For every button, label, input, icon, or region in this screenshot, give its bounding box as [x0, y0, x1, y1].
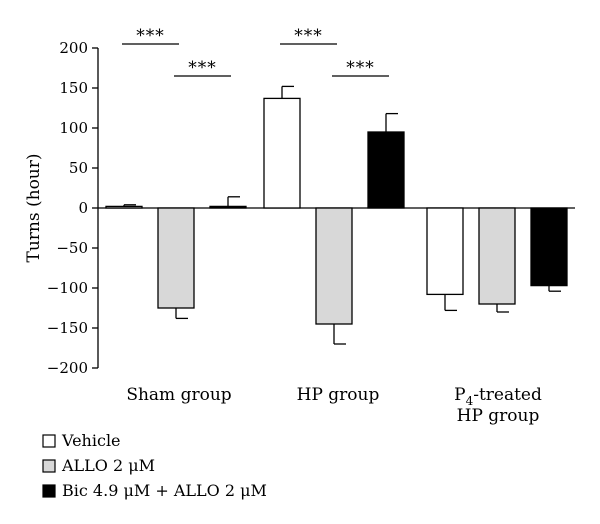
bar-2-1 [157, 207, 195, 309]
significance-label: *** [136, 26, 165, 46]
y-tick-label: −50 [56, 239, 88, 257]
category-label-subscript: 4 [466, 394, 474, 408]
bar-3-2 [367, 131, 405, 209]
bar-1-3 [426, 207, 464, 296]
bar-3-3 [530, 207, 568, 287]
significance-label: *** [294, 26, 323, 46]
y-tick-label: −200 [47, 359, 88, 377]
bar-2-3 [478, 207, 516, 305]
significance-label: *** [188, 58, 217, 78]
legend-label-1: Vehicle [61, 431, 121, 450]
category-label: Sham group [126, 385, 231, 405]
y-tick-label: 0 [78, 199, 88, 217]
bar-2-2 [315, 207, 353, 325]
category-label-part: -treated [473, 385, 542, 405]
y-tick-label: −100 [47, 279, 88, 297]
y-axis-label: Turns (hour) [24, 153, 44, 262]
bar-1-1 [105, 205, 143, 209]
legend-swatch-3 [42, 484, 56, 498]
y-tick-label: −150 [47, 319, 88, 337]
y-tick-label: 100 [59, 119, 88, 137]
legend-swatch-2 [42, 459, 56, 473]
bar-3-1 [209, 205, 247, 209]
bars [105, 85, 568, 345]
y-tick-label: 200 [59, 39, 88, 57]
significance-markers: *** *** *** *** [122, 26, 389, 78]
y-tick-label: 50 [69, 159, 88, 177]
legend-label-2: ALLO 2 μM [61, 456, 155, 475]
legend-label-3: Bic 4.9 μM + ALLO 2 μM [62, 481, 267, 500]
legend-swatch-1 [42, 434, 56, 448]
category-label-part: P [454, 385, 465, 405]
category-label-line2: HP group [457, 406, 540, 426]
category-label: HP group [297, 385, 380, 405]
bar-1-2 [263, 97, 301, 209]
legend: Vehicle ALLO 2 μM Bic 4.9 μM + ALLO 2 μM [42, 431, 267, 500]
category-label: P4-treated [454, 385, 542, 408]
significance-label: *** [346, 58, 375, 78]
y-tick-label: 150 [59, 79, 88, 97]
